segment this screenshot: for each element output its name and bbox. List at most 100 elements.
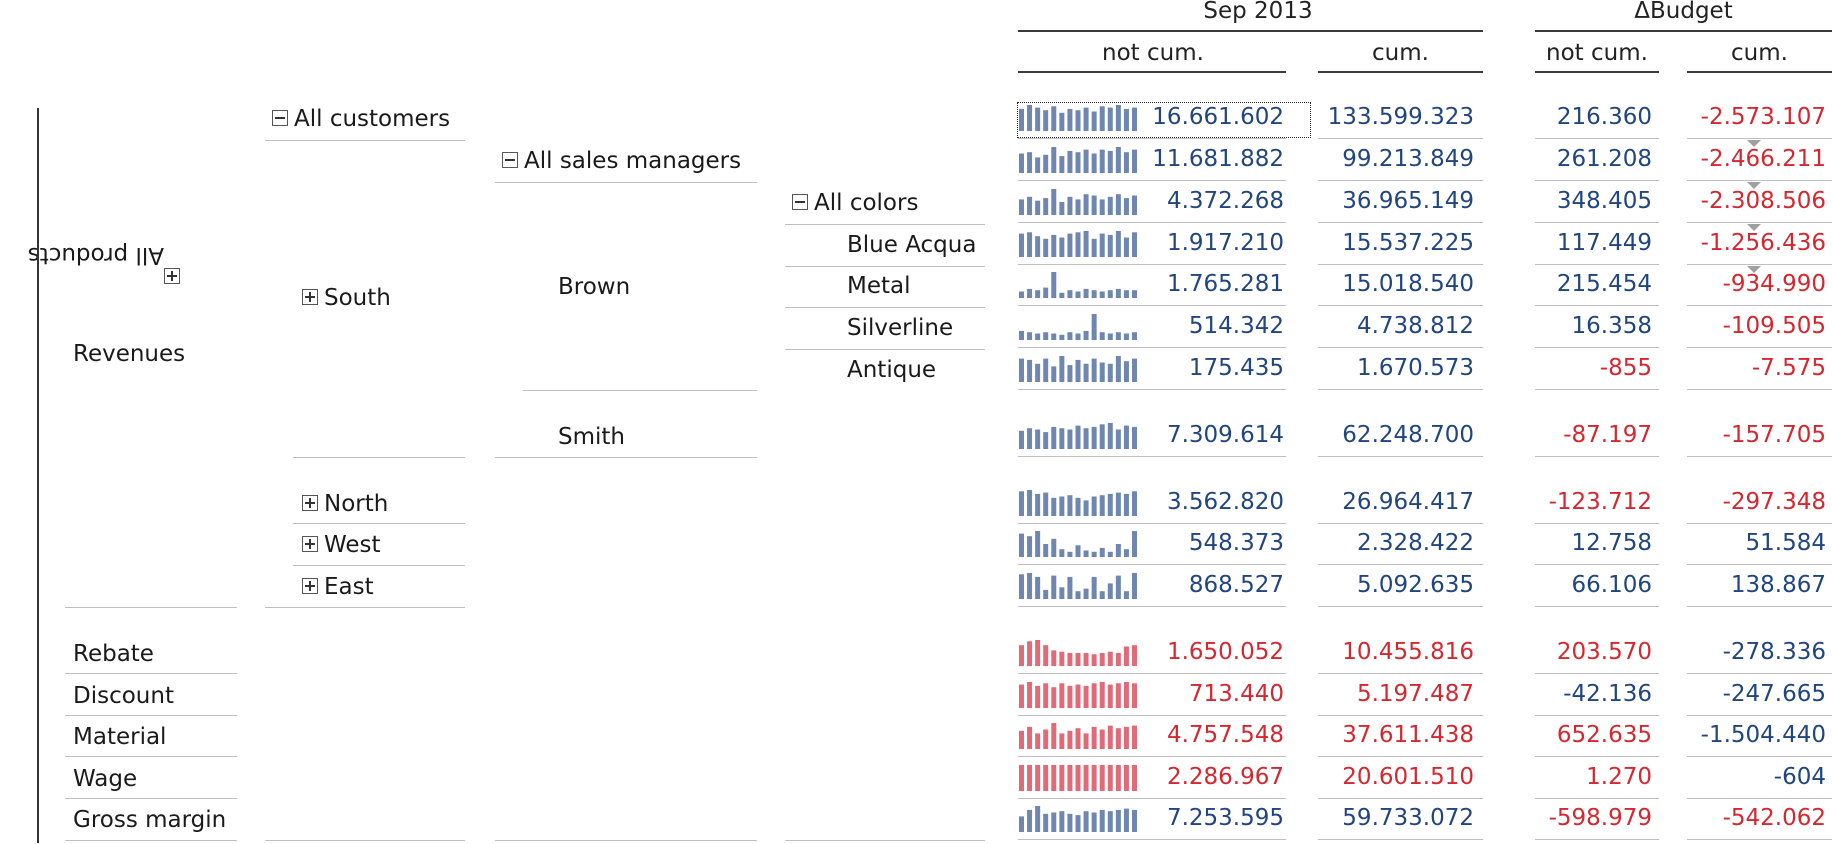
cell-delta-not-cum[interactable]: 1.270	[1586, 764, 1652, 790]
cell-delta-cum[interactable]: 138.867	[1730, 572, 1826, 598]
cell-not-cum[interactable]: 514.342	[1188, 313, 1284, 339]
cell-not-cum[interactable]: 7.309.614	[1166, 422, 1284, 448]
cell-cum[interactable]: 59.733.072	[1342, 805, 1474, 831]
tree-metal[interactable]: Metal	[847, 273, 911, 299]
cell-cum[interactable]: 15.018.540	[1342, 271, 1474, 297]
expand-icon[interactable]	[302, 494, 318, 511]
tree-gross-margin[interactable]: Gross margin	[73, 807, 227, 833]
cell-delta-not-cum[interactable]: 652.635	[1556, 722, 1652, 748]
cell-not-cum[interactable]: 3.562.820	[1166, 489, 1284, 515]
row-divider	[1018, 222, 1286, 223]
cell-delta-cum[interactable]: -2.466.211	[1700, 146, 1826, 172]
cell-not-cum[interactable]: 11.681.882	[1152, 146, 1284, 172]
cell-not-cum[interactable]: 2.286.967	[1166, 764, 1284, 790]
cell-delta-not-cum[interactable]: 117.449	[1556, 230, 1652, 256]
expand-icon[interactable]	[302, 288, 318, 305]
spark-bar	[1083, 231, 1089, 257]
tree-smith[interactable]: Smith	[558, 424, 625, 450]
cell-cum[interactable]: 10.455.816	[1342, 639, 1474, 665]
cell-delta-cum[interactable]: -604	[1773, 764, 1826, 790]
cell-delta-not-cum[interactable]: 203.570	[1556, 639, 1652, 665]
cell-not-cum[interactable]: 1.765.281	[1166, 271, 1284, 297]
collapse-icon[interactable]	[272, 109, 288, 126]
tree-all-colors[interactable]: All colors	[792, 189, 918, 217]
cell-delta-cum[interactable]: -934.990	[1722, 271, 1826, 297]
cell-delta-not-cum[interactable]: 348.405	[1556, 188, 1652, 214]
cell-cum[interactable]: 1.670.573	[1356, 355, 1474, 381]
sparkline-silverline	[1019, 314, 1137, 340]
cell-delta-cum[interactable]: -7.575	[1751, 355, 1826, 381]
cell-delta-not-cum[interactable]: 16.358	[1571, 313, 1652, 339]
tree-rebate[interactable]: Rebate	[73, 641, 154, 667]
expand-icon[interactable]	[302, 577, 318, 594]
expand-icon[interactable]	[302, 535, 318, 552]
tree-revenues[interactable]: Revenues	[73, 341, 186, 367]
cell-delta-not-cum[interactable]: -42.136	[1563, 681, 1652, 707]
cell-not-cum[interactable]: 7.253.595	[1166, 805, 1284, 831]
tree-all-sales-managers[interactable]: All sales managers	[502, 147, 741, 175]
cell-cum[interactable]: 20.601.510	[1342, 764, 1474, 790]
cell-not-cum[interactable]: 16.661.602	[1152, 104, 1284, 130]
cell-cum[interactable]: 37.611.438	[1342, 722, 1474, 748]
cell-cum[interactable]: 4.738.812	[1356, 313, 1474, 339]
all-products-axis[interactable]: All products	[2, 110, 180, 284]
expand-icon[interactable]	[164, 268, 180, 284]
cell-not-cum[interactable]: 868.527	[1188, 572, 1284, 598]
tree-antique[interactable]: Antique	[847, 357, 937, 383]
tree-west[interactable]: West	[302, 531, 381, 559]
spark-bar	[1027, 726, 1033, 749]
tree-brown[interactable]: Brown	[558, 274, 631, 300]
cell-not-cum[interactable]: 4.372.268	[1166, 188, 1284, 214]
cell-delta-cum[interactable]: -2.573.107	[1700, 104, 1826, 130]
collapse-icon[interactable]	[792, 193, 808, 210]
cell-not-cum[interactable]: 175.435	[1188, 355, 1284, 381]
tree-east[interactable]: East	[302, 573, 374, 601]
cell-delta-not-cum[interactable]: -598.979	[1548, 805, 1652, 831]
cell-not-cum[interactable]: 713.440	[1188, 681, 1284, 707]
cell-delta-not-cum[interactable]: 216.360	[1556, 104, 1652, 130]
cell-delta-cum[interactable]: -1.256.436	[1700, 230, 1826, 256]
cell-delta-cum[interactable]: -157.705	[1722, 422, 1826, 448]
cell-cum[interactable]: 5.197.487	[1356, 681, 1474, 707]
cell-cum[interactable]: 2.328.422	[1356, 530, 1474, 556]
tree-south[interactable]: South	[302, 284, 391, 312]
cell-delta-not-cum[interactable]: -855	[1599, 355, 1652, 381]
cell-delta-cum[interactable]: 51.584	[1745, 530, 1826, 556]
cell-cum[interactable]: 62.248.700	[1342, 422, 1474, 448]
cell-delta-not-cum[interactable]: 215.454	[1556, 271, 1652, 297]
tree-north[interactable]: North	[302, 490, 388, 518]
cell-not-cum[interactable]: 548.373	[1188, 530, 1284, 556]
cell-cum[interactable]: 36.965.149	[1342, 188, 1474, 214]
cell-delta-cum[interactable]: -2.308.506	[1700, 188, 1826, 214]
cell-cum[interactable]: 26.964.417	[1342, 489, 1474, 515]
cell-delta-cum[interactable]: -109.505	[1722, 313, 1826, 339]
cell-delta-cum[interactable]: -247.665	[1722, 681, 1826, 707]
collapse-icon[interactable]	[502, 151, 518, 168]
cell-cum[interactable]: 133.599.323	[1327, 104, 1474, 130]
tree-blue-acqua[interactable]: Blue Acqua	[847, 232, 977, 258]
cell-delta-not-cum[interactable]: 66.106	[1571, 572, 1652, 598]
row-divider	[1535, 715, 1659, 716]
tree-wage[interactable]: Wage	[73, 766, 138, 792]
tree-discount[interactable]: Discount	[73, 683, 174, 709]
cell-not-cum[interactable]: 1.650.052	[1166, 639, 1284, 665]
cell-delta-not-cum[interactable]: 261.208	[1556, 146, 1652, 172]
header-delta-not-cum: not cum.	[1546, 40, 1648, 66]
cell-delta-not-cum[interactable]: -123.712	[1548, 489, 1652, 515]
cell-delta-not-cum[interactable]: -87.197	[1563, 422, 1652, 448]
cell-not-cum[interactable]: 4.757.548	[1166, 722, 1284, 748]
cell-delta-cum[interactable]: -278.336	[1722, 639, 1826, 665]
cell-cum[interactable]: 5.092.635	[1356, 572, 1474, 598]
cell-cum[interactable]: 99.213.849	[1342, 146, 1474, 172]
tree-all-customers[interactable]: All customers	[272, 105, 450, 133]
sparkline-west	[1019, 531, 1137, 557]
cell-delta-cum[interactable]: -297.348	[1722, 489, 1826, 515]
cell-delta-cum[interactable]: -542.062	[1722, 805, 1826, 831]
row-divider	[1318, 305, 1483, 306]
cell-cum[interactable]: 15.537.225	[1342, 230, 1474, 256]
cell-delta-cum[interactable]: -1.504.440	[1700, 722, 1826, 748]
tree-silverline[interactable]: Silverline	[847, 315, 954, 341]
tree-material[interactable]: Material	[73, 724, 167, 750]
cell-not-cum[interactable]: 1.917.210	[1166, 230, 1284, 256]
cell-delta-not-cum[interactable]: 12.758	[1571, 530, 1652, 556]
